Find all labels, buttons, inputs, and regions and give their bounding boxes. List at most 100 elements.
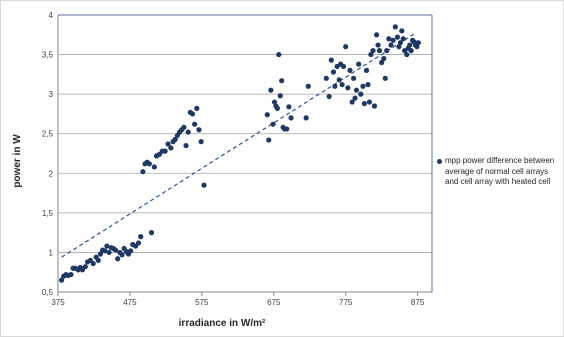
data-point bbox=[375, 42, 381, 48]
data-point bbox=[270, 121, 276, 127]
data-point bbox=[104, 243, 110, 249]
data-point bbox=[58, 277, 65, 283]
data-point bbox=[279, 78, 285, 84]
data-point bbox=[352, 95, 358, 101]
data-point bbox=[379, 59, 385, 66]
data-point bbox=[358, 91, 364, 97]
data-point bbox=[112, 247, 119, 253]
data-point bbox=[305, 83, 311, 89]
data-point bbox=[268, 87, 274, 93]
data-point bbox=[376, 48, 383, 54]
data-point bbox=[192, 121, 198, 127]
data-point bbox=[165, 141, 171, 147]
data-point bbox=[386, 36, 392, 42]
y-axis-title: power in W bbox=[12, 134, 23, 188]
data-point bbox=[271, 99, 278, 105]
data-point bbox=[332, 83, 338, 89]
data-point bbox=[115, 256, 121, 262]
data-point bbox=[288, 115, 294, 121]
data-point bbox=[339, 82, 345, 88]
y-tick-label: 4 bbox=[49, 11, 54, 20]
data-points bbox=[58, 24, 421, 283]
data-point bbox=[135, 240, 142, 246]
data-point bbox=[264, 112, 270, 118]
data-point bbox=[162, 148, 168, 154]
data-point bbox=[196, 127, 202, 133]
data-point bbox=[181, 124, 187, 130]
x-tick-label: 675 bbox=[267, 298, 281, 307]
data-point bbox=[277, 93, 283, 99]
data-point bbox=[90, 260, 96, 267]
data-point bbox=[370, 48, 376, 54]
data-point bbox=[388, 42, 394, 48]
data-point bbox=[97, 251, 104, 257]
y-tick-labels: 0,5 1 1,5 2 2,5 3 3,5 4 bbox=[42, 11, 54, 297]
data-point bbox=[328, 57, 334, 63]
y-tick-label: 3 bbox=[49, 90, 54, 99]
data-point bbox=[356, 61, 362, 67]
data-point bbox=[404, 51, 410, 58]
data-point bbox=[276, 51, 282, 58]
data-point bbox=[384, 48, 390, 54]
data-point bbox=[407, 42, 413, 48]
data-point bbox=[151, 164, 157, 170]
data-point bbox=[68, 271, 74, 278]
data-point bbox=[366, 99, 373, 105]
data-point bbox=[415, 40, 421, 46]
data-point bbox=[396, 44, 402, 50]
y-tick-label: 3,5 bbox=[42, 51, 54, 60]
data-point bbox=[374, 32, 380, 38]
data-point bbox=[353, 87, 360, 93]
data-point bbox=[194, 105, 200, 111]
x-tick-label: 575 bbox=[195, 298, 209, 307]
y-tick-label: 1,5 bbox=[42, 209, 54, 218]
data-point bbox=[414, 44, 420, 50]
data-point bbox=[326, 93, 332, 100]
data-point bbox=[330, 69, 337, 75]
data-point bbox=[183, 142, 189, 149]
data-point bbox=[323, 75, 329, 81]
trendline bbox=[61, 33, 415, 258]
data-point bbox=[351, 75, 357, 81]
data-point bbox=[408, 48, 414, 54]
x-tick-label: 775 bbox=[339, 298, 353, 307]
data-point bbox=[340, 63, 347, 70]
trendline-dashed bbox=[61, 33, 415, 258]
data-point bbox=[82, 264, 88, 270]
legend: mpp power difference between average of … bbox=[437, 156, 561, 188]
data-point bbox=[201, 182, 207, 188]
data-point bbox=[266, 137, 272, 143]
data-point bbox=[343, 44, 349, 50]
data-point bbox=[349, 99, 355, 105]
data-point bbox=[286, 104, 292, 110]
x-tick-label: 875 bbox=[411, 298, 425, 307]
data-point bbox=[119, 252, 125, 258]
data-point bbox=[365, 82, 371, 88]
data-point bbox=[140, 169, 146, 175]
data-point bbox=[106, 249, 112, 256]
data-point bbox=[172, 136, 178, 142]
data-point bbox=[360, 83, 366, 89]
x-tick-labels: 375 475 575 675 775 875 bbox=[51, 298, 425, 307]
data-point bbox=[347, 67, 353, 73]
data-point bbox=[392, 24, 398, 30]
data-point bbox=[185, 129, 191, 135]
data-point bbox=[371, 103, 378, 109]
data-point bbox=[303, 115, 309, 121]
data-point bbox=[284, 126, 290, 132]
data-point bbox=[148, 230, 155, 236]
axes bbox=[57, 14, 433, 296]
data-point bbox=[368, 51, 374, 58]
data-point bbox=[189, 111, 196, 117]
data-point bbox=[345, 85, 351, 91]
data-point bbox=[146, 161, 152, 167]
data-point bbox=[381, 55, 387, 62]
data-point bbox=[399, 28, 405, 34]
legend-marker-icon bbox=[437, 159, 442, 164]
x-axis-title: irradiance in W/m² bbox=[179, 318, 266, 329]
data-point bbox=[363, 67, 370, 73]
y-tick-label: 2,5 bbox=[42, 130, 54, 139]
data-point bbox=[361, 101, 367, 107]
